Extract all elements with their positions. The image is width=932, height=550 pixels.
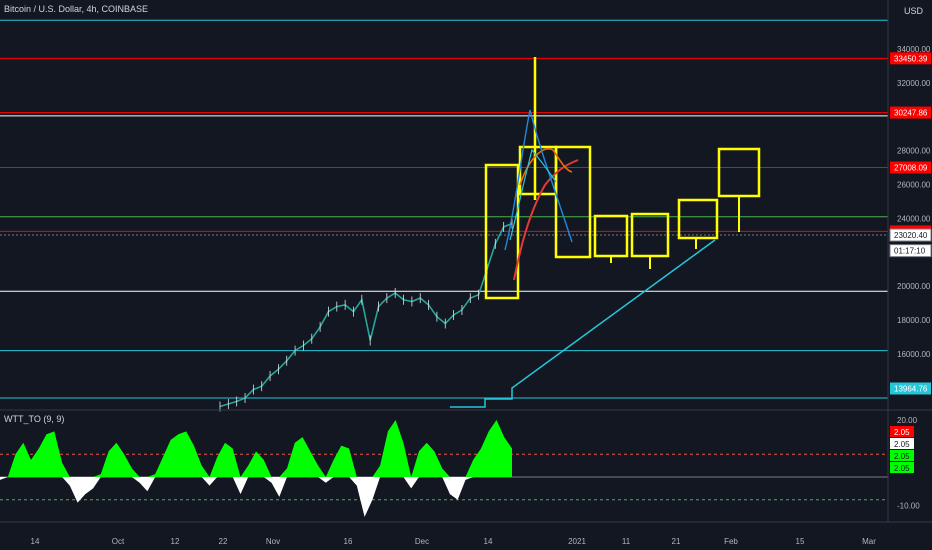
user-drawings (450, 57, 761, 408)
price-tag (889, 244, 932, 258)
x-tick-label: Dec (415, 537, 429, 546)
y-tick-label: 26000.00 (897, 181, 931, 190)
price-tag-label: 27008.09 (894, 163, 928, 172)
red-curve (513, 159, 579, 281)
x-tick-label: 2021 (568, 537, 586, 546)
indicator-tick-label: 20.00 (897, 416, 918, 425)
y-tick-label: 24000.00 (897, 214, 931, 223)
x-tick-label: 21 (672, 537, 681, 546)
x-tick-label: Mar (862, 537, 876, 546)
yellow-box (554, 145, 592, 259)
indicator-lines (0, 409, 932, 501)
currency-label: USD (904, 6, 924, 16)
price-tags: 33450.3930247.8627008.0923235.8423020.40… (889, 52, 932, 395)
price-tag-label: 33450.39 (894, 54, 928, 63)
positive-area (0, 420, 512, 477)
price-tag (890, 161, 931, 174)
y-tick-label: 16000.00 (897, 350, 931, 359)
y-tick-label: 34000.00 (897, 45, 931, 54)
x-tick-label: 11 (622, 537, 631, 546)
blue-curve (504, 109, 573, 251)
price-axis[interactable]: 34000.00 32000.00 28000.00 26000.00 24000.00… (887, 0, 931, 410)
yellow-box (484, 163, 520, 300)
indicator-title: WTT_TO (9, 9) (4, 414, 65, 424)
time-axis[interactable]: 14 Oct 12 22 Nov 16 Dec 14 2021 11 21 Feb 15 Mar (0, 521, 932, 546)
indicator-tag (890, 438, 914, 449)
x-tick-label: Oct (112, 537, 125, 546)
indicator-tag (890, 426, 914, 437)
price-levels (0, 19, 888, 399)
indicator-tag-label: 2.05 (894, 428, 910, 437)
price-tag (889, 228, 932, 242)
indicator-histogram (0, 420, 512, 517)
y-tick-label: 18000.00 (897, 316, 931, 325)
y-tick-label: 20000.00 (897, 282, 931, 291)
price-tag (890, 52, 931, 65)
x-tick-label: Feb (724, 537, 738, 546)
x-tick-label: 14 (484, 537, 493, 546)
symbol-title: Bitcoin / U.S. Dollar, 4h, COINBASE (4, 4, 149, 14)
x-tick-label: 22 (219, 537, 228, 546)
indicator-axis[interactable]: 20.00 -10.00 2.05 2.05 2.05 2.05 (887, 410, 920, 522)
indicator-tick-label: -10.00 (897, 502, 920, 511)
teal-curve (509, 148, 557, 241)
y-tick-label: 32000.00 (897, 79, 931, 88)
y-tick-label: 28000.00 (897, 147, 931, 156)
x-tick-label: 14 (31, 537, 40, 546)
negative-area (0, 477, 512, 517)
price-tag-label: 23020.40 (894, 231, 928, 240)
yellow-box (593, 214, 629, 258)
orange-curve (519, 148, 573, 186)
price-tag-label: 01:17:10 (894, 247, 926, 256)
x-tick-label: 16 (344, 537, 353, 546)
yellow-box (717, 147, 761, 198)
indicator-tag-label: 2.05 (894, 452, 910, 461)
indicator-tag-label: 2.05 (894, 440, 910, 449)
price-tag-label: 13964.76 (894, 384, 928, 393)
price-line (219, 222, 513, 408)
x-tick-label: 15 (796, 537, 805, 546)
teal-trendline (450, 239, 716, 408)
yellow-box (677, 198, 719, 240)
x-tick-label: Nov (266, 537, 280, 546)
price-tag (890, 382, 931, 395)
indicator-tag (890, 462, 914, 473)
price-tag (890, 106, 931, 119)
price-series (219, 218, 513, 412)
indicator-tag (890, 450, 914, 461)
x-tick-label: 12 (171, 537, 180, 546)
price-tag-label: 30247.86 (894, 109, 928, 118)
indicator-tag-label: 2.05 (894, 464, 910, 473)
